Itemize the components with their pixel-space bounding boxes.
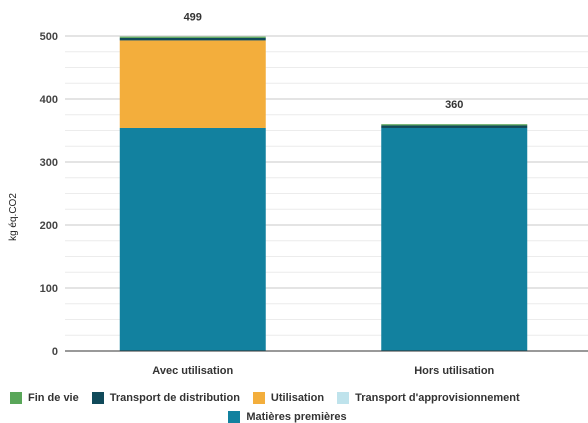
bars [119,36,528,351]
legend-item: Utilisation [252,392,325,404]
bar-segment [381,127,528,351]
y-axis-label: kg éq.CO2 [8,193,19,241]
legend-item: Fin de vie [10,392,79,404]
y-tick-label: 500 [40,31,58,43]
bar-segment [381,124,528,126]
bar-total-label: 360 [445,99,463,111]
legend-row-2: Matières premières [0,411,588,423]
legend-label: Utilisation [270,392,325,404]
legend-swatch [91,392,104,404]
legend-label: Matières premières [246,411,347,423]
x-tick-label: Avec utilisation [152,365,233,377]
legend-item: Matières premières [228,411,347,423]
legend-item: Transport de distribution [91,392,240,404]
bar-segment [119,37,266,41]
y-tick-label: 200 [40,220,58,232]
bar-totals: 499 360 [184,12,464,112]
legend-label: Transport de distribution [109,392,240,404]
y-tick-label: 400 [40,94,58,106]
legend-swatch [228,411,241,423]
bar-segment [381,125,528,128]
y-tick-label: 300 [40,157,58,169]
y-axis-ticks: 0 100 200 300 400 500 [40,31,58,358]
legend-swatch [337,392,350,404]
x-tick-label: Hors utilisation [414,365,494,377]
y-tick-label: 0 [52,346,58,358]
bar-total-label: 499 [184,12,202,24]
legend-label: Fin de vie [28,392,79,404]
legend-item: Transport d'approvisionnement [337,392,520,404]
legend-swatch [10,392,22,404]
x-axis-ticks: Avec utilisation Hors utilisation [152,365,494,377]
legend-label: Transport d'approvisionnement [355,392,520,404]
bar-segment [119,127,266,351]
bar-segment [119,36,266,38]
bar-segment [119,40,266,128]
legend-swatch [252,392,265,404]
y-tick-label: 100 [40,283,58,295]
legend-row-1: Fin de vie Transport de distribution Utili… [10,392,533,404]
